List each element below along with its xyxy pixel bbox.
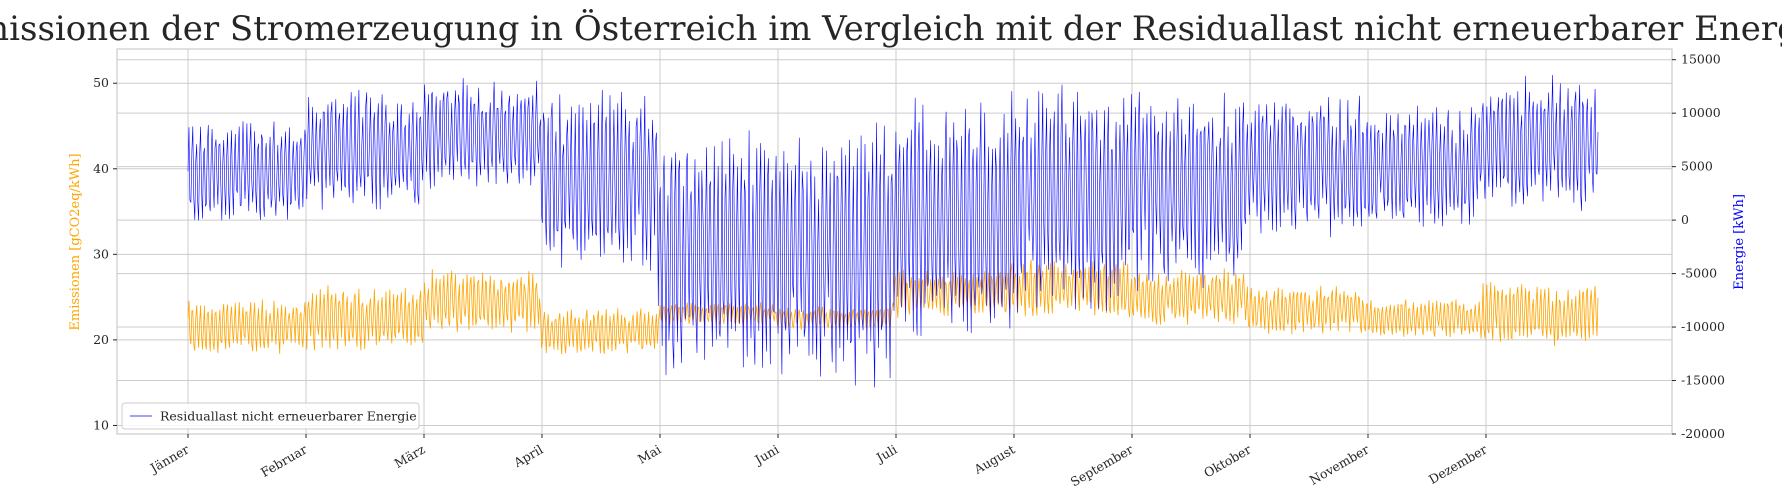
x-tick-label-7: August	[971, 442, 1018, 478]
right-tick-label-5000: 5000	[1681, 159, 1713, 174]
x-tick-label-4: Mai	[635, 442, 664, 467]
x-tick-label-10: November	[1307, 442, 1372, 488]
residual-load-series	[187, 74, 1599, 388]
left-y-axis-label: Emissionen [gCO2eq/kWh]	[68, 153, 83, 330]
left-y-axis: 10 20 30 40 50	[93, 75, 117, 432]
right-tick-label--10000: -10000	[1681, 319, 1725, 334]
right-tick-label--20000: -20000	[1681, 426, 1725, 441]
x-tick-label-5: Juni	[751, 442, 782, 469]
right-y-axis-label: Energie [kWh]	[1732, 194, 1747, 290]
left-tick-label-30: 30	[93, 246, 109, 261]
plot-frame	[116, 48, 1673, 435]
chart-title: Emissionen der Stromerzeugung in Österre…	[0, 8, 1782, 49]
right-y-axis: -20000 -15000 -10000 -5000 0 5000 10000 15000	[1672, 52, 1725, 441]
right-tick-label--15000: -15000	[1681, 373, 1725, 388]
x-tick-label-1: Februar	[258, 442, 310, 480]
left-tick-label-50: 50	[93, 75, 109, 90]
x-tick-label-6: Juli	[872, 442, 899, 467]
legend: Residuallast nicht erneuerbarer Energie	[121, 402, 420, 430]
right-tick-label-0: 0	[1681, 212, 1689, 227]
residual-load-line	[187, 74, 1599, 388]
right-tick-label--5000: -5000	[1681, 266, 1717, 281]
legend-label-residual: Residuallast nicht erneuerbarer Energie	[160, 409, 417, 424]
emissions-line	[187, 259, 1599, 355]
x-tick-label-11: Dezember	[1426, 442, 1489, 487]
right-tick-label-10000: 10000	[1681, 105, 1721, 120]
x-tick-label-2: März	[392, 441, 428, 471]
left-tick-label-20: 20	[93, 332, 109, 347]
x-tick-label-0: Jänner	[146, 442, 192, 477]
x-tick-label-8: September	[1068, 442, 1136, 490]
left-tick-label-10: 10	[93, 417, 109, 432]
emissions-series	[187, 259, 1599, 355]
right-tick-label-15000: 15000	[1681, 52, 1721, 67]
x-axis: Jänner Februar März April Mai Juni Juli August S…	[146, 434, 1490, 489]
x-tick-label-3: April	[510, 442, 545, 471]
legend-box	[121, 402, 420, 430]
left-tick-label-40: 40	[93, 161, 109, 176]
x-tick-label-9: Oktober	[1201, 442, 1253, 481]
